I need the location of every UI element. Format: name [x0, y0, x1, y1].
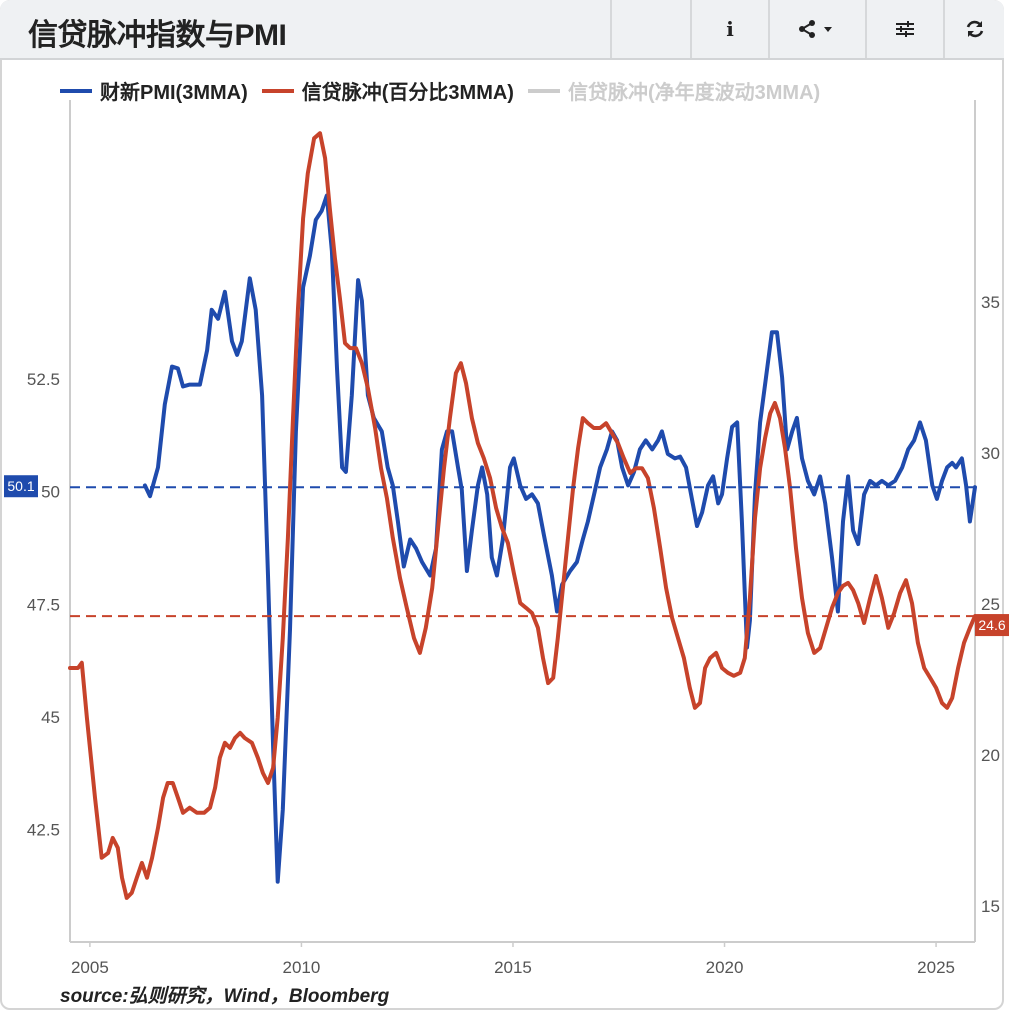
x-tick-label: 2015	[494, 958, 532, 977]
right-tick-label: 35	[981, 293, 1000, 312]
reference-label-badge	[975, 614, 1009, 637]
left-tick-label: 42.5	[27, 820, 60, 839]
source-note: source:弘则研究，Wind，Bloomberg	[60, 986, 390, 1007]
legend-item-pmi[interactable]: 财新PMI(3MMA)	[60, 76, 248, 105]
series-line-credit-impulse	[68, 131, 977, 900]
legend-swatch	[261, 88, 294, 93]
legend-label: 信贷脉冲(百分比3MMA)	[301, 82, 514, 104]
refresh-button[interactable]	[943, 0, 1004, 58]
reference-label-badge	[4, 475, 38, 498]
legend-item-credit-net[interactable]: 信贷脉冲(净年度波动3MMA)	[527, 76, 821, 105]
x-tick-label: 2005	[71, 958, 109, 977]
legend-swatch	[60, 88, 92, 93]
legend-label: 财新PMI(3MMA)	[100, 82, 248, 104]
share-button[interactable]	[768, 0, 865, 58]
header-spacer	[610, 0, 690, 58]
info-button[interactable]: i	[690, 0, 768, 58]
sliders-icon	[896, 21, 914, 37]
left-tick-label: 45	[41, 708, 60, 727]
chart-header: 信贷脉冲指数与PMI i	[0, 0, 1004, 60]
x-tick-label: 2020	[706, 958, 744, 977]
refresh-icon	[966, 20, 983, 38]
reference-label: 24.6	[978, 617, 1005, 633]
right-tick-label: 15	[981, 897, 1000, 916]
info-icon: i	[726, 17, 734, 41]
legend-item-credit-pct[interactable]: 信贷脉冲(百分比3MMA)	[261, 76, 514, 105]
series-line-pmi	[142, 193, 977, 884]
left-tick-label: 52.5	[27, 370, 60, 389]
right-tick-label: 30	[981, 444, 1000, 463]
x-tick-label: 2025	[917, 958, 955, 977]
reference-label: 50.1	[7, 478, 34, 494]
settings-button[interactable]	[865, 0, 943, 58]
right-tick-label: 25	[981, 595, 1000, 614]
left-tick-label: 47.5	[27, 595, 60, 614]
right-tick-label: 20	[981, 746, 1000, 765]
share-icon	[798, 20, 832, 38]
legend-swatch	[527, 88, 560, 93]
x-tick-label: 2010	[283, 958, 321, 977]
chart-title: 信贷脉冲指数与PMI	[28, 19, 287, 52]
chart-legend: 财新PMI(3MMA) 信贷脉冲(百分比3MMA) 信贷脉冲(净年度波动3MMA…	[60, 76, 820, 105]
legend-label: 信贷脉冲(净年度波动3MMA)	[567, 82, 821, 104]
left-tick-label: 50	[41, 483, 60, 502]
